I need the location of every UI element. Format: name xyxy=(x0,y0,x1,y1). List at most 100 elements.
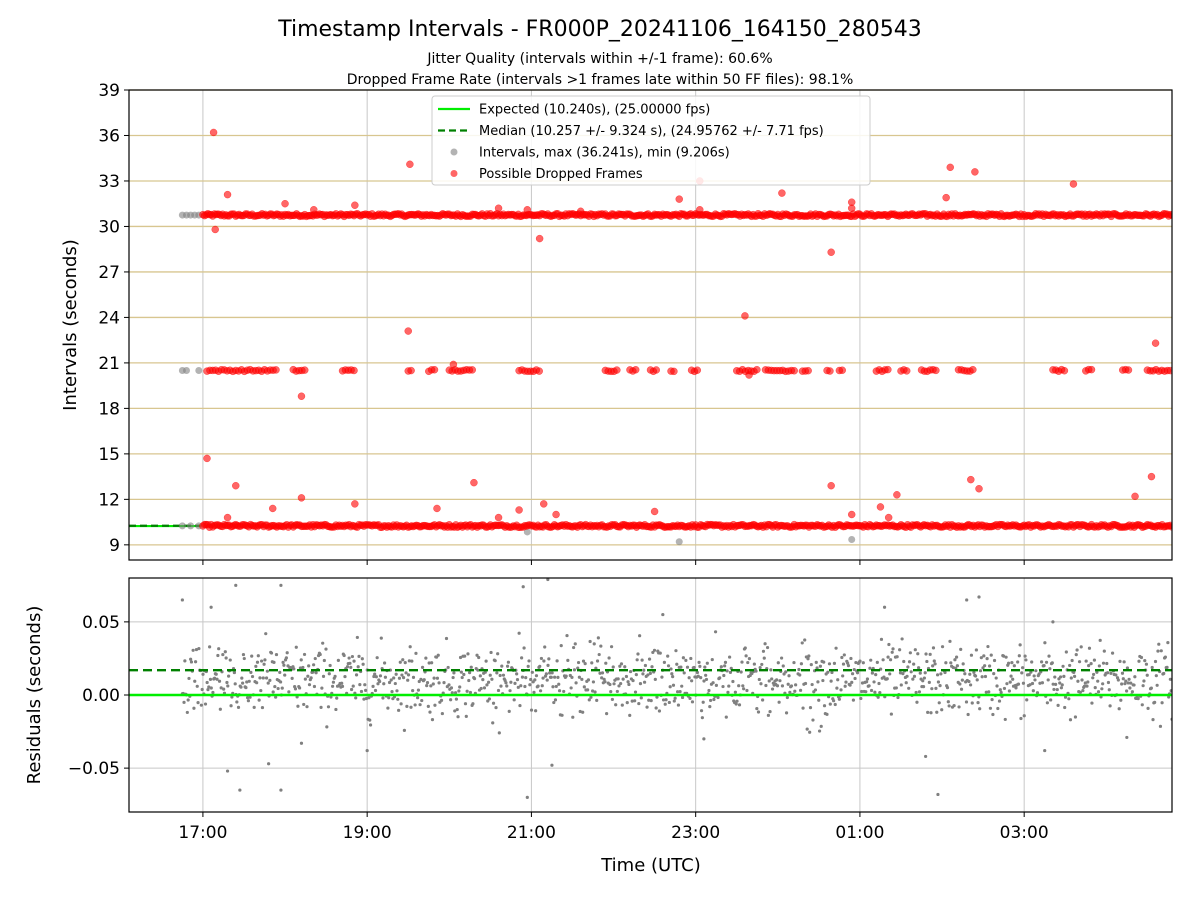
residual-point xyxy=(648,671,652,675)
residual-point xyxy=(833,702,837,707)
residual-point xyxy=(865,677,870,681)
residual-point xyxy=(293,687,298,691)
residual-point xyxy=(590,689,595,693)
residual-point xyxy=(362,697,366,701)
residual-point xyxy=(703,665,707,669)
top-y-tick-label: 36 xyxy=(98,126,120,146)
residual-point xyxy=(586,688,590,692)
residual-point xyxy=(1090,701,1094,705)
residual-point xyxy=(534,709,538,713)
x-tick-label: 03:00 xyxy=(1000,823,1049,843)
residual-point xyxy=(302,652,307,657)
residual-point xyxy=(688,696,692,700)
residual-point xyxy=(725,669,729,673)
interval-point xyxy=(195,366,203,374)
residual-point xyxy=(792,660,796,665)
residual-point xyxy=(305,705,309,709)
residual-point xyxy=(607,656,611,660)
dropped-frame-point xyxy=(675,195,683,203)
residual-point xyxy=(807,654,811,658)
residual-point xyxy=(574,681,578,685)
residual-point xyxy=(628,669,633,674)
residual-point xyxy=(536,684,540,688)
residual-point xyxy=(508,689,512,693)
residual-point xyxy=(623,665,627,669)
residual-point xyxy=(852,667,856,672)
residual-point xyxy=(1029,670,1033,674)
residual-point xyxy=(336,658,340,663)
residual-point xyxy=(1049,698,1053,702)
residual-point xyxy=(557,682,561,686)
residual-point xyxy=(483,670,487,674)
residual-point xyxy=(780,684,785,688)
residual-point xyxy=(216,653,220,658)
residual-point xyxy=(604,661,608,665)
residual-point xyxy=(562,689,566,694)
residual-point xyxy=(464,714,468,718)
residual-point xyxy=(296,704,300,708)
residual-point xyxy=(1006,661,1011,665)
residual-point xyxy=(189,657,193,661)
residual-point xyxy=(737,703,742,707)
residual-point xyxy=(867,684,871,688)
residual-point xyxy=(828,702,832,706)
residual-point xyxy=(952,704,956,708)
residual-point xyxy=(800,641,804,645)
residual-point xyxy=(560,713,564,717)
residual-point xyxy=(1073,715,1078,719)
dropped-frame-point xyxy=(670,367,678,376)
residual-point xyxy=(460,675,464,680)
residual-point xyxy=(392,676,396,680)
residual-point xyxy=(742,687,746,691)
residual-point xyxy=(830,670,834,675)
residual-point xyxy=(642,668,646,672)
residual-point xyxy=(699,675,703,680)
dropped-frame-point xyxy=(932,366,940,375)
dropped-frame-point xyxy=(967,475,975,484)
residual-point xyxy=(524,675,528,680)
residual-point xyxy=(401,658,405,662)
residual-point xyxy=(1011,677,1015,681)
residual-point xyxy=(589,695,593,699)
residual-point xyxy=(1055,687,1059,692)
residual-point xyxy=(186,698,190,702)
residual-point xyxy=(667,700,671,705)
residual-point xyxy=(481,678,485,682)
residual-point xyxy=(819,724,823,728)
residual-point xyxy=(533,678,537,682)
residual-point xyxy=(565,633,569,638)
residual-point xyxy=(1087,646,1092,650)
residual-point xyxy=(1002,654,1006,658)
residual-point xyxy=(1091,672,1096,677)
residual-point xyxy=(587,698,591,702)
residual-point xyxy=(301,665,305,670)
residual-point xyxy=(333,674,337,679)
residuals-plot: −0.05 0.00 0.05 17:00 19:00 21:00 23:00 01:00 03… xyxy=(68,577,1173,843)
residual-point xyxy=(356,665,360,669)
residual-point xyxy=(488,673,492,677)
dropped-frame-point xyxy=(223,190,232,199)
dropped-frame-point xyxy=(790,366,798,375)
dropped-frame-point xyxy=(406,160,414,169)
residual-point xyxy=(519,684,523,688)
residual-point xyxy=(403,661,407,665)
residual-point xyxy=(945,686,950,690)
residual-point xyxy=(680,695,685,700)
residual-point xyxy=(702,679,706,683)
legend-label: Intervals, max (36.241s), min (9.206s) xyxy=(479,146,730,161)
residual-point xyxy=(687,676,691,680)
dropped-frame-point xyxy=(576,207,585,216)
residual-point xyxy=(859,696,863,701)
residual-point xyxy=(496,652,500,656)
residual-point xyxy=(966,712,970,717)
residual-point xyxy=(540,684,544,688)
residual-point xyxy=(197,646,201,651)
residual-point xyxy=(721,684,725,689)
residual-point xyxy=(1031,689,1035,693)
residual-point xyxy=(386,706,390,710)
residual-point xyxy=(1081,688,1085,693)
residual-point xyxy=(912,662,916,666)
residual-point xyxy=(590,661,594,665)
residual-point xyxy=(1068,718,1073,722)
